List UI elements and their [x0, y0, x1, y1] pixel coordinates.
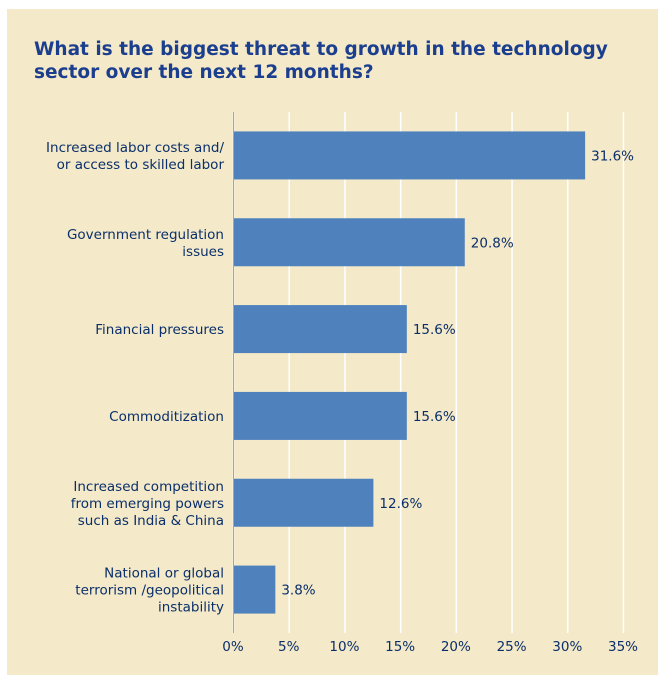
x-tick-label: 35% — [608, 639, 638, 655]
category-label: Increased competition from emerging power… — [71, 479, 224, 529]
x-tick-label: 25% — [497, 639, 527, 655]
category-label-line: terrorism /geopolitical — [75, 583, 224, 599]
data-label: 31.6% — [591, 148, 634, 164]
bar — [233, 305, 407, 354]
bar — [233, 565, 276, 614]
category-label-line: Increased labor costs and/ — [46, 140, 224, 156]
category-label-line: such as India & China — [78, 513, 224, 529]
bar — [233, 131, 586, 180]
bar — [233, 218, 465, 267]
data-label: 20.8% — [471, 235, 514, 251]
chart-title: What is the biggest threat to growth in … — [34, 39, 608, 83]
category-label-line: instability — [158, 600, 224, 616]
x-tick-label: 0% — [222, 639, 244, 655]
category-label-line: from emerging powers — [71, 496, 224, 512]
bar — [233, 391, 407, 440]
data-label: 12.6% — [379, 496, 422, 512]
x-tick-label: 10% — [329, 639, 359, 655]
category-label-line: or access to skilled labor — [57, 157, 225, 173]
x-tick-label: 5% — [278, 639, 300, 655]
category-label: Increased labor costs and/or access to s… — [46, 140, 224, 173]
bar — [233, 478, 374, 527]
x-tick-label: 30% — [552, 639, 582, 655]
category-label: Commoditization — [109, 409, 224, 425]
data-label: 15.6% — [413, 322, 456, 338]
category-label-line: National or global — [104, 566, 224, 582]
category-label-line: issues — [182, 244, 224, 260]
category-label-line: Government regulation — [67, 227, 224, 243]
category-label-line: Increased competition — [73, 479, 224, 495]
category-label: Government regulation issues — [67, 227, 224, 260]
category-label-line: Commoditization — [109, 409, 224, 425]
x-tick-label: 20% — [441, 639, 471, 655]
category-label: National or global terrorism /geopolitica… — [75, 566, 224, 616]
x-tick-label: 15% — [385, 639, 415, 655]
category-label: Financial pressures — [95, 322, 224, 338]
data-label: 15.6% — [413, 409, 456, 425]
category-label-line: Financial pressures — [95, 322, 224, 338]
data-label: 3.8% — [281, 583, 315, 599]
